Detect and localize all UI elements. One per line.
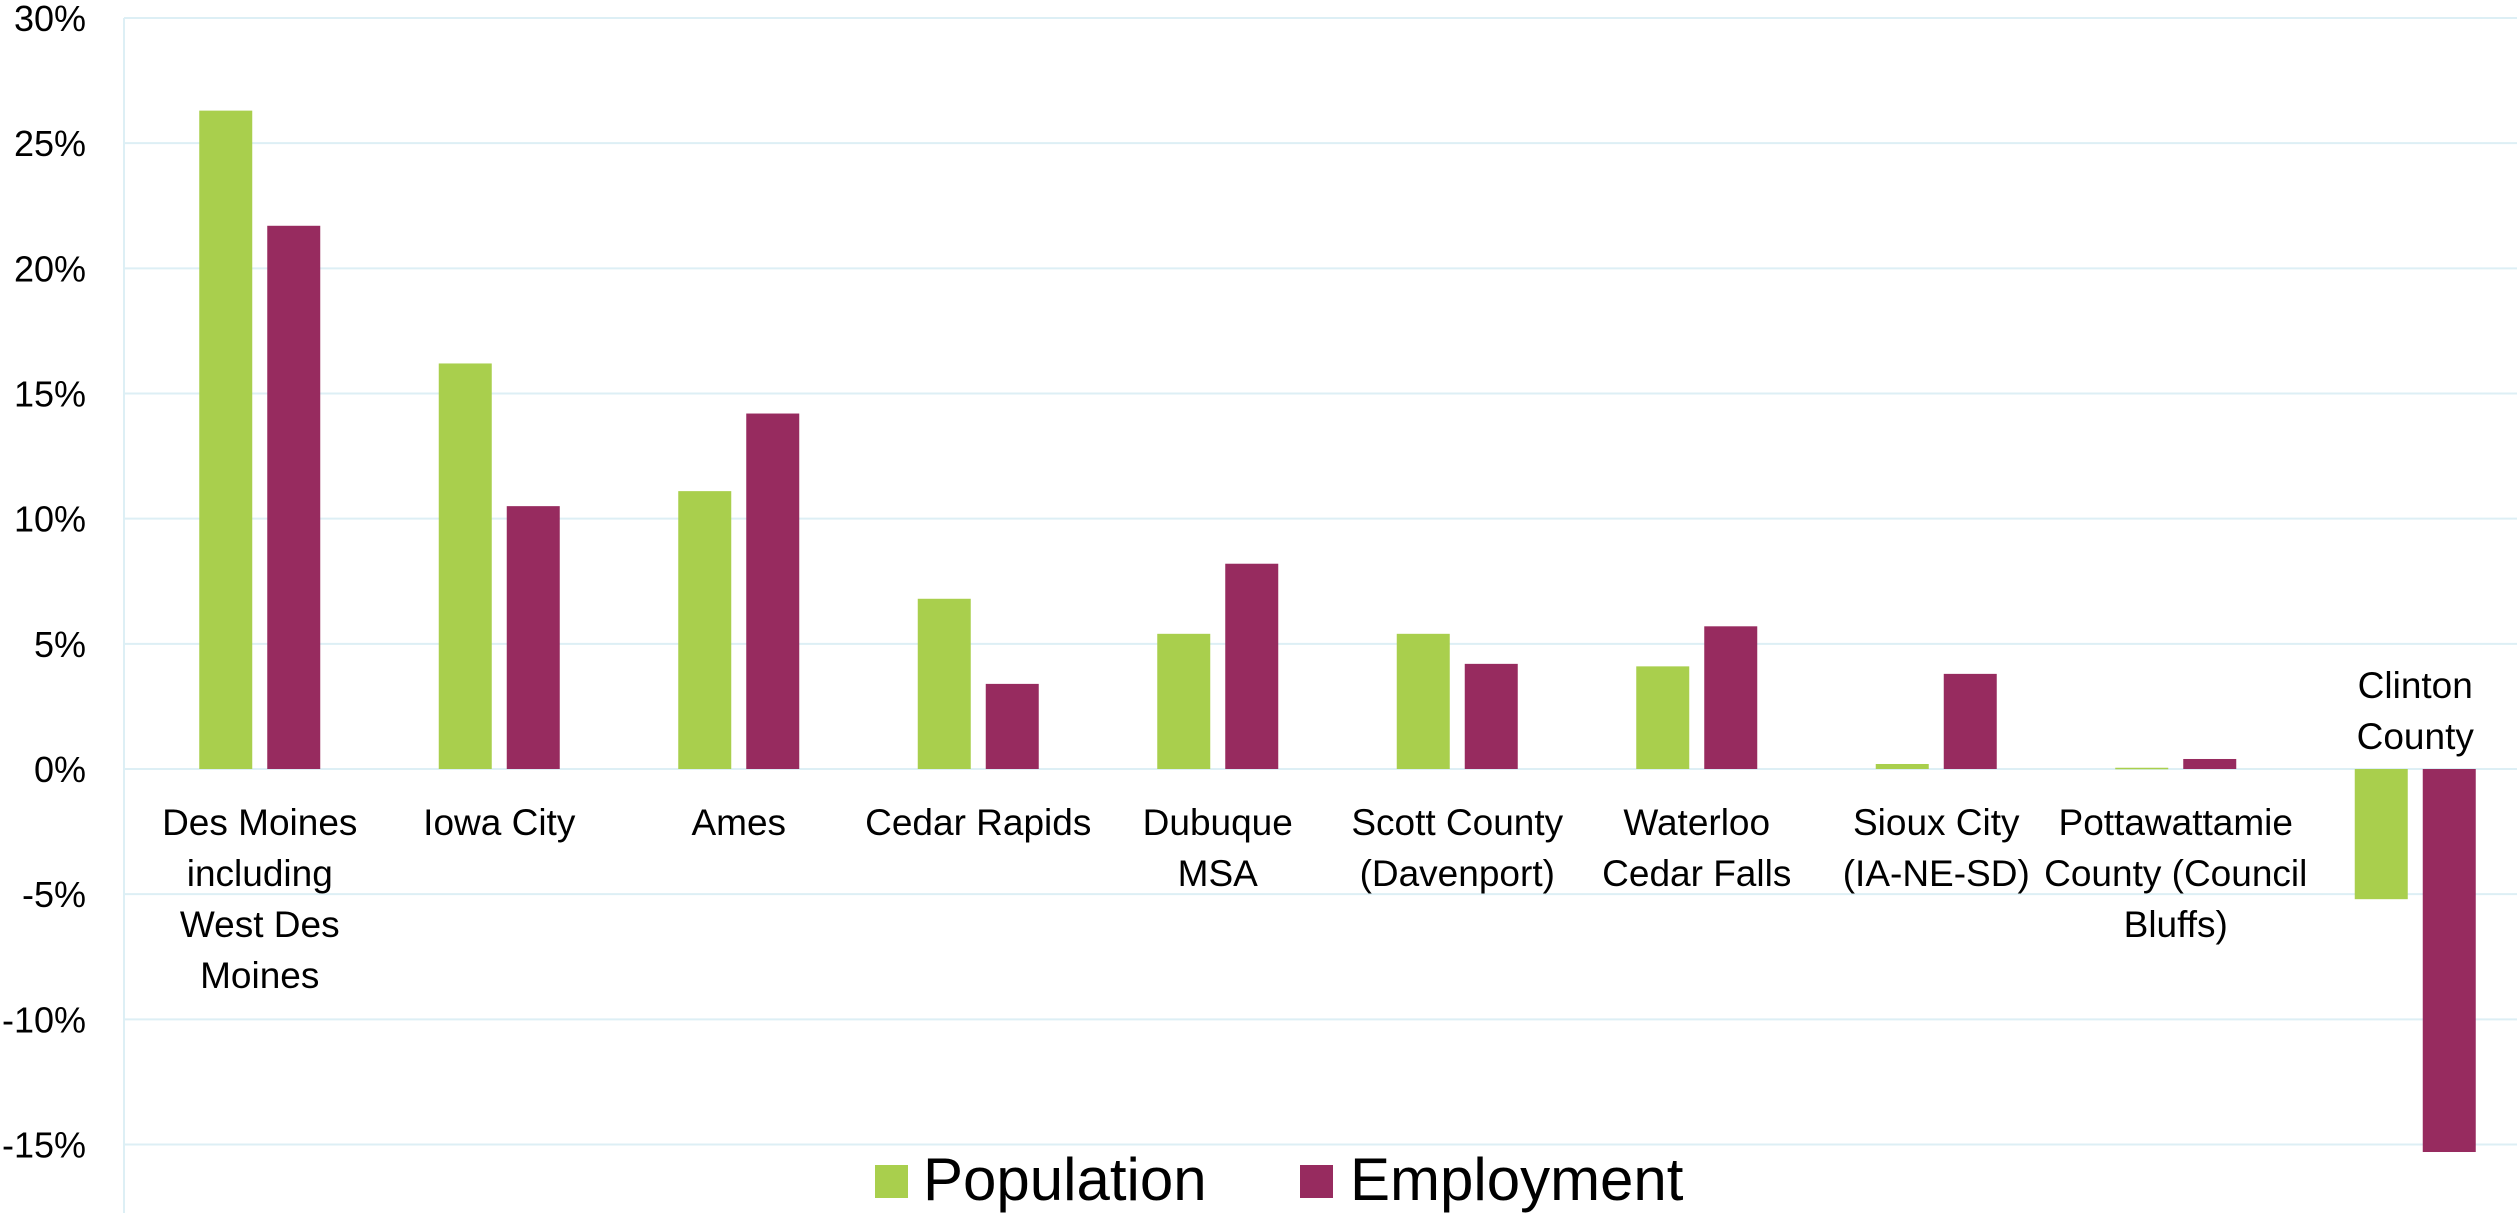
category-label: Ames (691, 802, 786, 843)
bar-employment-5 (1464, 663, 1518, 769)
category-label: Dubuque MSA (1143, 802, 1293, 894)
bar-population-1 (438, 363, 492, 769)
bar-employment-8 (2183, 758, 2237, 769)
y-tick-label: 20% (14, 248, 86, 289)
y-tick-label: 0% (34, 749, 86, 790)
category-label: Iowa City (423, 802, 576, 843)
bar-employment-4 (1225, 563, 1279, 769)
bar-employment-7 (1943, 673, 1997, 769)
legend-label-employment: Employment (1350, 1146, 1684, 1213)
legend-label-population: Population (923, 1146, 1207, 1213)
bar-population-4 (1157, 633, 1211, 769)
y-tick-label: -5% (22, 874, 86, 915)
legend: Population Employment (875, 1146, 1684, 1213)
category-label: Cedar Rapids (865, 802, 1091, 843)
category-label: Waterloo Cedar Falls (1602, 802, 1791, 894)
y-tick-label: 30% (14, 0, 86, 39)
bar-population-9 (2354, 769, 2408, 900)
bar-population-2 (678, 491, 732, 769)
y-tick-label: 25% (14, 123, 86, 164)
bar-employment-1 (506, 506, 560, 769)
category-label: Sioux City (IA-NE-SD) (1843, 802, 2030, 894)
y-tick-label: 10% (14, 499, 86, 540)
y-axis-tick-labels: 30% 25% 20% 15% 10% 5% 0% -5% -10% -15% (2, 0, 86, 1166)
y-tick-label: 15% (14, 374, 86, 415)
category-label: Pottawattamie County (Council Bluffs) (2044, 802, 2307, 945)
bar-population-7 (1875, 763, 1929, 769)
bar-population-6 (1636, 666, 1690, 769)
y-tick-label: -15% (2, 1125, 86, 1166)
category-labels: Des Moines including West Des Moines Iowa Ci… (162, 665, 2474, 996)
y-tick-label: -10% (2, 999, 86, 1040)
bar-employment-6 (1704, 626, 1758, 769)
legend-swatch-population (875, 1165, 908, 1198)
bars (199, 110, 2476, 1153)
category-label: Clinton County (2357, 665, 2475, 757)
y-tick-label: 5% (34, 624, 86, 665)
bar-employment-0 (267, 225, 321, 769)
bar-employment-9 (2422, 769, 2476, 1153)
bar-population-0 (199, 110, 253, 769)
category-label: Des Moines including West Des Moines (162, 802, 357, 996)
bar-population-5 (1396, 633, 1450, 769)
bar-population-3 (917, 598, 971, 769)
bar-population-8 (2115, 767, 2169, 770)
bar-employment-2 (746, 413, 800, 769)
category-label: Scott County (Davenport) (1351, 802, 1563, 894)
legend-swatch-employment (1300, 1165, 1333, 1198)
bar-employment-3 (985, 683, 1039, 769)
